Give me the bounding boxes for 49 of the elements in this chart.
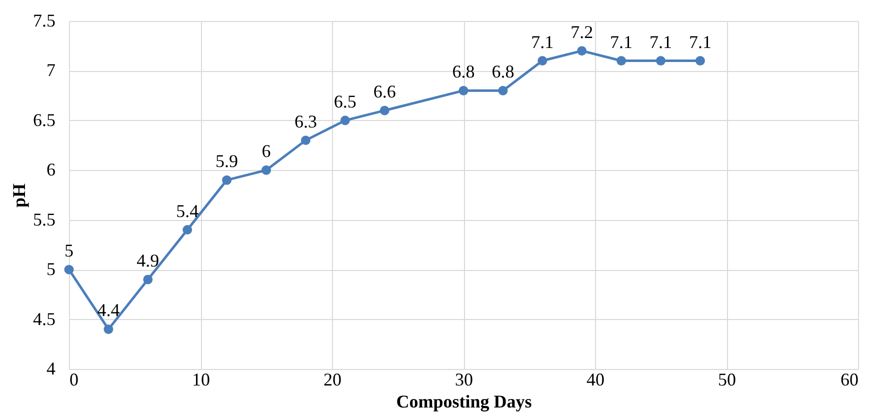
data-label: 7.1 — [650, 32, 672, 52]
y-tick-label: 6 — [46, 160, 56, 180]
point — [616, 56, 626, 66]
point — [262, 165, 271, 175]
data-label: 6 — [262, 141, 271, 162]
y-tick-label: 5.5 — [33, 209, 56, 230]
point — [340, 116, 350, 126]
data-label: 4.4 — [97, 300, 120, 320]
data-label: 7.2 — [570, 22, 594, 42]
data-label: 7.1 — [610, 32, 633, 52]
data-label: 7.1 — [688, 32, 712, 52]
y-tick-label: 7.5 — [33, 10, 56, 30]
point — [458, 86, 468, 96]
data-label: 6.3 — [294, 111, 317, 132]
data-label: 6.6 — [373, 81, 396, 102]
point — [300, 136, 310, 146]
point — [380, 106, 390, 116]
x-tick-label: 50 — [718, 370, 736, 390]
data-label: 5.9 — [216, 151, 238, 172]
data-label: 6.8 — [492, 62, 514, 82]
point — [143, 274, 153, 284]
data-label: 6.5 — [334, 91, 356, 112]
data-label: 4.9 — [136, 250, 160, 271]
y-tick-label: 4 — [46, 358, 56, 378]
point — [538, 56, 548, 66]
x-tick-label: 40 — [586, 370, 604, 390]
x-axis-title: Composting Days — [396, 392, 532, 412]
point — [498, 86, 508, 96]
point — [104, 324, 114, 334]
point — [695, 56, 705, 66]
point — [577, 46, 587, 56]
point — [656, 56, 666, 66]
data-label: 5.4 — [176, 200, 199, 221]
y-tick-label: 7 — [46, 60, 56, 80]
y-tick-label: 6.5 — [33, 110, 56, 130]
data-label: 7.1 — [531, 32, 554, 52]
x-tick-label: 20 — [324, 370, 342, 390]
point — [182, 225, 192, 235]
x-tick-label: 30 — [455, 370, 473, 390]
data-label: 5 — [64, 240, 74, 261]
point — [64, 264, 74, 274]
x-tick-label: 0 — [70, 370, 78, 390]
y-tick-label: 5 — [46, 259, 56, 280]
x-tick-label: 10 — [192, 370, 210, 390]
data-label: 6.8 — [452, 62, 475, 82]
point — [222, 175, 232, 185]
x-tick-label: 60 — [840, 370, 858, 390]
y-axis-title: pH — [9, 183, 29, 208]
y-tick-label: 4.5 — [33, 308, 56, 329]
